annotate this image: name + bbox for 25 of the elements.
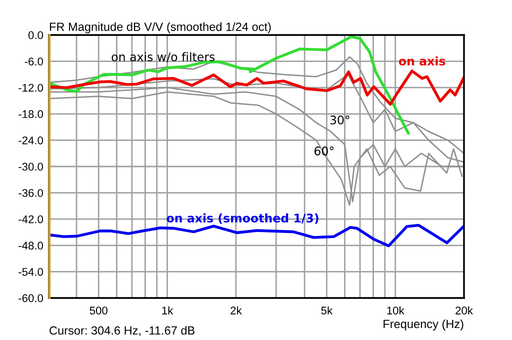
y-tick-label: -18.0 [18, 110, 44, 118]
chart-title: FR Magnitude dB V/V (smoothed 1/24 oct) [50, 22, 271, 34]
y-tick-label: -30.0 [18, 162, 44, 171]
y-tick-label: -42.0 [18, 215, 44, 224]
x-tick-label: 5k [321, 306, 333, 314]
series-label: on axis [398, 56, 446, 66]
text: Cursor: 304.6 Hz, -11.67 dB [50, 326, 194, 336]
annotation: 60° [314, 146, 334, 156]
y-tick-label: -48.0 [18, 242, 44, 250]
series-label: on axis (smoothed 1/3) [166, 213, 318, 224]
series-label: on axis w/o filters [112, 52, 215, 62]
x-tick-label: 2k [230, 306, 242, 314]
y-tick-label: -36.0 [18, 189, 44, 197]
y-tick-label: -54.0 [18, 268, 44, 276]
x-tick-label: 20k [456, 306, 473, 314]
annotation: 30° [330, 115, 350, 124]
y-tick-label: -6.0 [24, 58, 44, 66]
x-axis-title: Frequency (Hz) [384, 319, 464, 330]
x-tick-label: 10k [387, 306, 404, 314]
y-tick-label: 0.0 [28, 31, 44, 40]
y-tick-label: -24.0 [18, 136, 44, 144]
y-tick-label: -60.0 [18, 294, 44, 302]
y-tick-label: -12.0 [18, 84, 44, 92]
x-tick-label: 1k [162, 306, 174, 314]
x-tick-label: 500 [90, 306, 108, 314]
